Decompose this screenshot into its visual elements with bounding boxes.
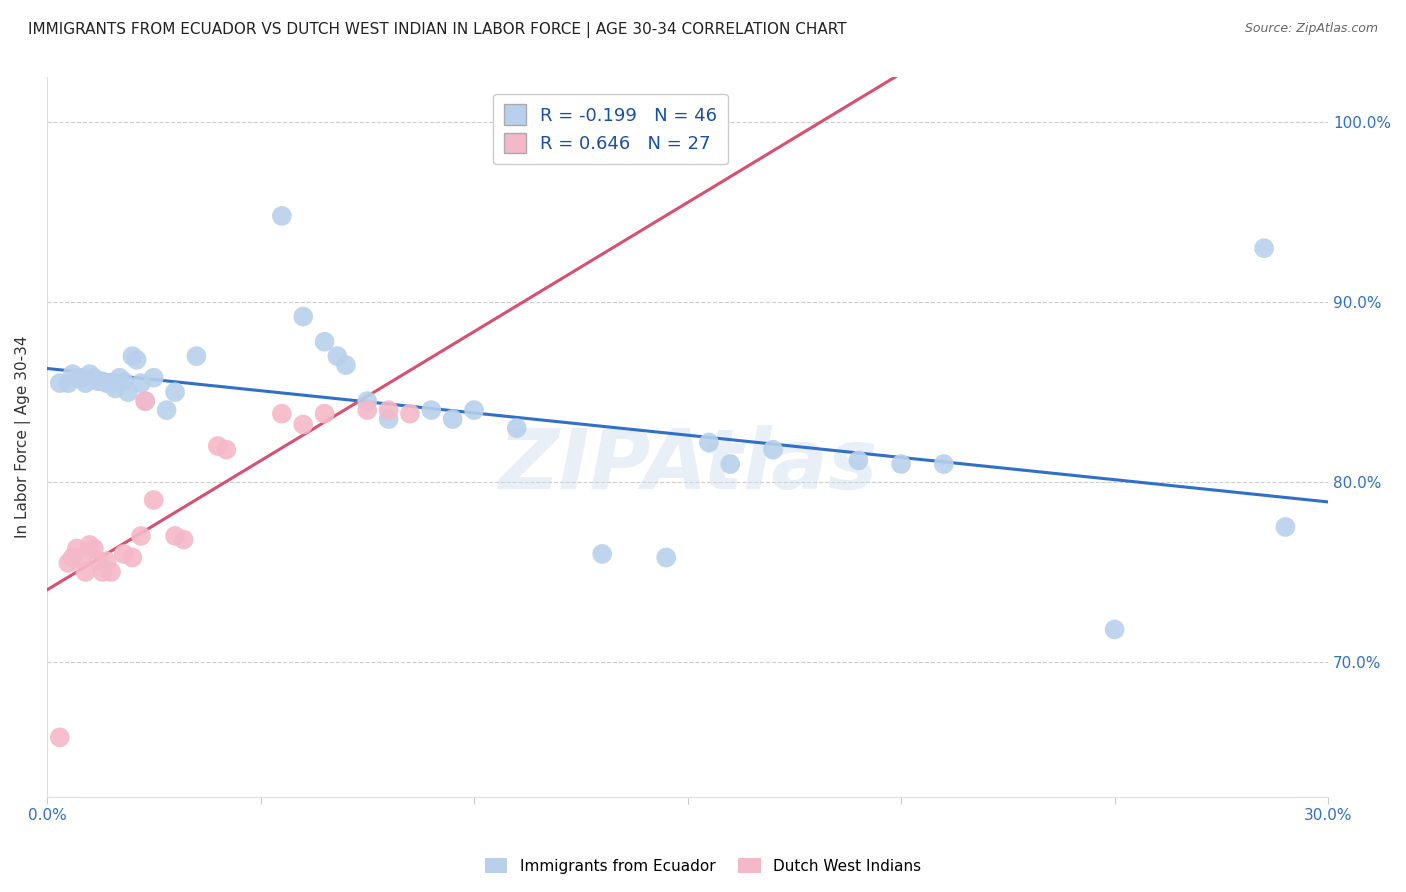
Point bbox=[441, 412, 464, 426]
Point bbox=[104, 382, 127, 396]
Point bbox=[848, 453, 870, 467]
Point bbox=[66, 370, 89, 384]
Point bbox=[96, 554, 118, 568]
Point bbox=[207, 439, 229, 453]
Point bbox=[356, 403, 378, 417]
Point bbox=[79, 538, 101, 552]
Point bbox=[697, 435, 720, 450]
Point bbox=[155, 403, 177, 417]
Point bbox=[270, 209, 292, 223]
Point bbox=[66, 541, 89, 556]
Point bbox=[463, 403, 485, 417]
Point bbox=[762, 442, 785, 457]
Point bbox=[121, 349, 143, 363]
Legend: Immigrants from Ecuador, Dutch West Indians: Immigrants from Ecuador, Dutch West Indi… bbox=[478, 852, 928, 880]
Point bbox=[83, 541, 105, 556]
Point bbox=[314, 407, 336, 421]
Point bbox=[420, 403, 443, 417]
Point bbox=[1104, 623, 1126, 637]
Point bbox=[121, 550, 143, 565]
Point bbox=[100, 565, 122, 579]
Point bbox=[314, 334, 336, 349]
Point bbox=[215, 442, 238, 457]
Point bbox=[655, 550, 678, 565]
Point bbox=[165, 529, 187, 543]
Point bbox=[75, 565, 97, 579]
Point bbox=[79, 367, 101, 381]
Text: Source: ZipAtlas.com: Source: ZipAtlas.com bbox=[1244, 22, 1378, 36]
Point bbox=[91, 565, 114, 579]
Point bbox=[1274, 520, 1296, 534]
Point bbox=[49, 376, 72, 391]
Point bbox=[62, 550, 84, 565]
Text: IMMIGRANTS FROM ECUADOR VS DUTCH WEST INDIAN IN LABOR FORCE | AGE 30-34 CORRELAT: IMMIGRANTS FROM ECUADOR VS DUTCH WEST IN… bbox=[28, 22, 846, 38]
Point bbox=[165, 385, 187, 400]
Point bbox=[75, 376, 97, 391]
Point bbox=[377, 412, 399, 426]
Point bbox=[87, 374, 110, 388]
Point bbox=[96, 376, 118, 391]
Point bbox=[112, 547, 135, 561]
Point bbox=[377, 403, 399, 417]
Text: ZIPAtlas: ZIPAtlas bbox=[498, 425, 877, 507]
Point bbox=[100, 376, 122, 391]
Point bbox=[270, 407, 292, 421]
Point bbox=[506, 421, 529, 435]
Point bbox=[62, 367, 84, 381]
Point bbox=[58, 556, 80, 570]
Point bbox=[112, 374, 135, 388]
Point bbox=[186, 349, 208, 363]
Point bbox=[292, 417, 315, 432]
Point bbox=[399, 407, 422, 421]
Point bbox=[326, 349, 349, 363]
Point bbox=[142, 370, 165, 384]
Point bbox=[134, 394, 156, 409]
Point bbox=[108, 370, 131, 384]
Legend: R = -0.199   N = 46, R = 0.646   N = 27: R = -0.199 N = 46, R = 0.646 N = 27 bbox=[494, 94, 728, 164]
Point bbox=[591, 547, 613, 561]
Point bbox=[134, 394, 156, 409]
Point bbox=[932, 457, 955, 471]
Point bbox=[87, 554, 110, 568]
Y-axis label: In Labor Force | Age 30-34: In Labor Force | Age 30-34 bbox=[15, 335, 31, 538]
Point bbox=[1253, 241, 1275, 255]
Point bbox=[49, 731, 72, 745]
Point bbox=[129, 376, 152, 391]
Point bbox=[125, 352, 148, 367]
Point bbox=[70, 550, 93, 565]
Point bbox=[70, 370, 93, 384]
Point bbox=[335, 358, 357, 372]
Point bbox=[718, 457, 741, 471]
Point bbox=[142, 493, 165, 508]
Point bbox=[292, 310, 315, 324]
Point bbox=[91, 374, 114, 388]
Point bbox=[356, 394, 378, 409]
Point bbox=[83, 370, 105, 384]
Point bbox=[890, 457, 912, 471]
Point bbox=[117, 385, 139, 400]
Point bbox=[58, 376, 80, 391]
Point bbox=[173, 533, 195, 547]
Point bbox=[129, 529, 152, 543]
